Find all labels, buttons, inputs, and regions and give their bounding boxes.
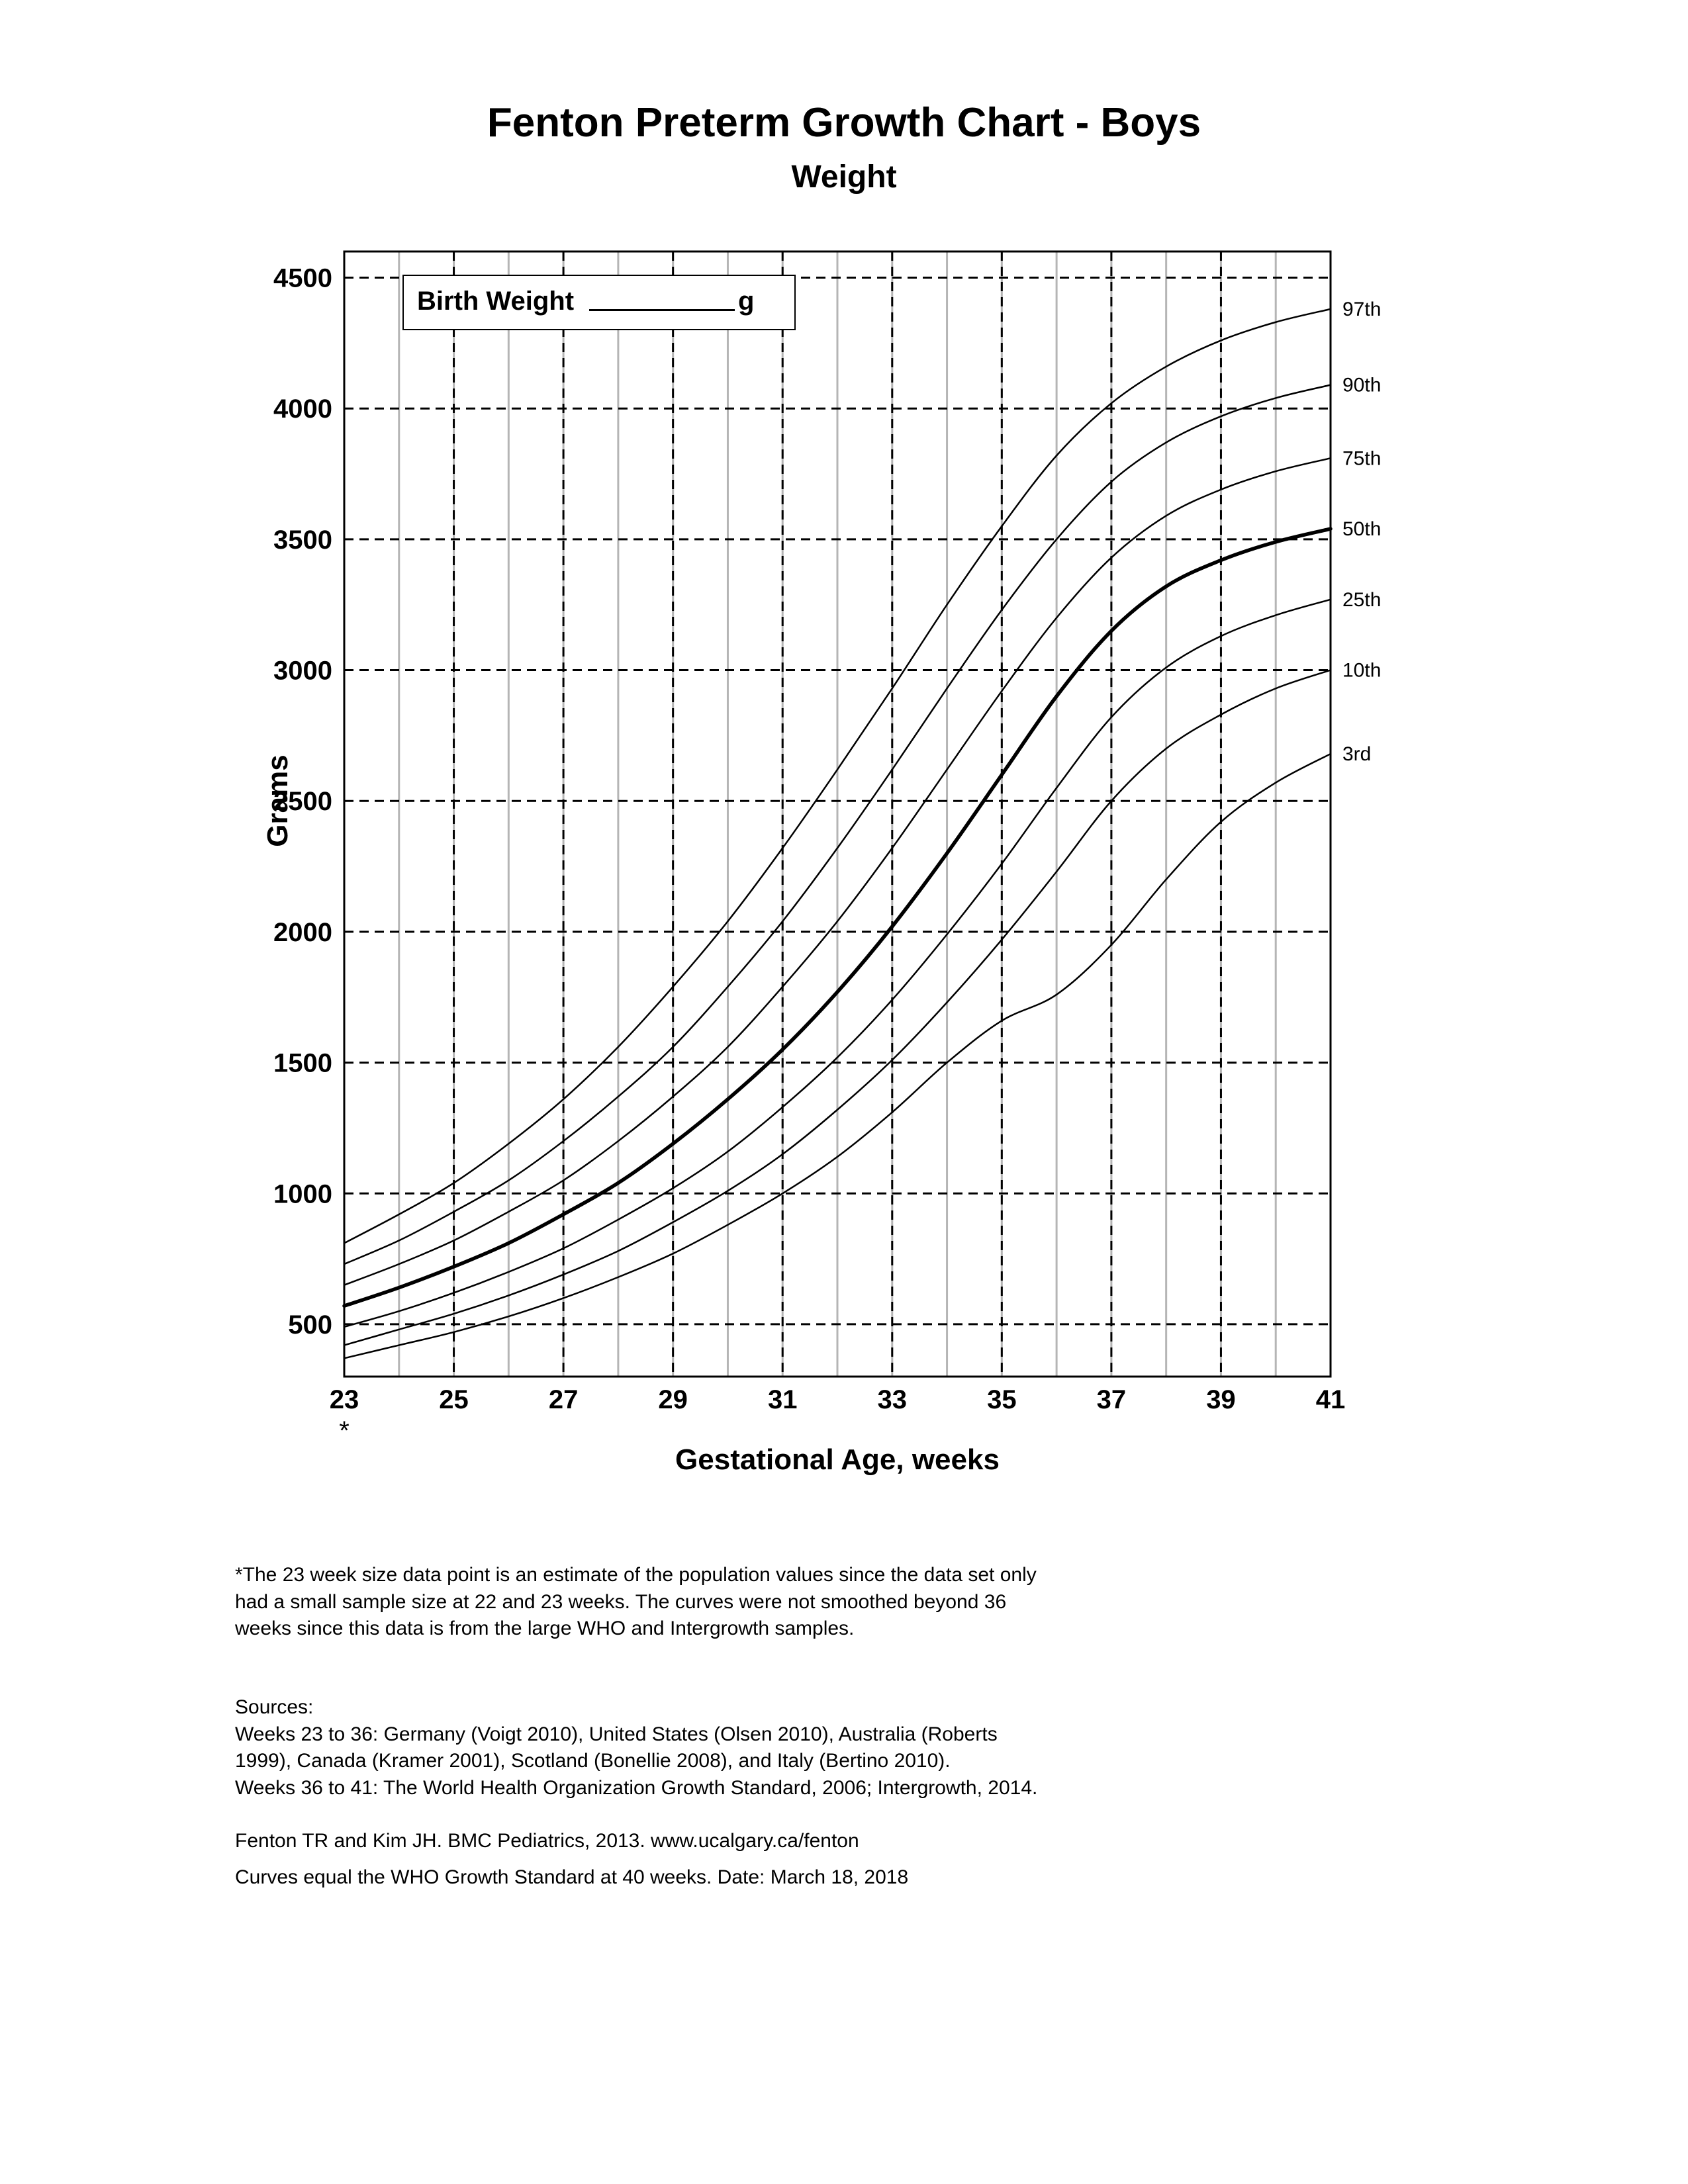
footnote-line: weeks since this data is from the large … [235, 1615, 1466, 1643]
sources-line: Weeks 36 to 41: The World Health Organiz… [235, 1775, 1466, 1802]
sources-line: Weeks 23 to 36: Germany (Voigt 2010), Un… [235, 1721, 1466, 1749]
page-subtitle: Weight [0, 159, 1688, 195]
svg-text:39: 39 [1206, 1385, 1236, 1414]
svg-text:29: 29 [658, 1385, 688, 1414]
svg-text:3000: 3000 [273, 657, 332, 686]
svg-text:3rd: 3rd [1342, 743, 1371, 765]
svg-text:4000: 4000 [273, 394, 332, 424]
growth-chart: Grams 5001000150020002500300035004000450… [235, 225, 1413, 1489]
footnote: *The 23 week size data point is an estim… [235, 1562, 1466, 1643]
sources-line: 1999), Canada (Kramer 2001), Scotland (B… [235, 1748, 1466, 1775]
svg-text:50th: 50th [1342, 518, 1381, 540]
sources: Sources: Weeks 23 to 36: Germany (Voigt … [235, 1694, 1466, 1801]
footnote-line: *The 23 week size data point is an estim… [235, 1562, 1466, 1589]
svg-text:37: 37 [1097, 1385, 1127, 1414]
svg-text:75th: 75th [1342, 447, 1381, 469]
legend-blank-line [589, 309, 735, 311]
curve-date: Curves equal the WHO Growth Standard at … [235, 1866, 1466, 1889]
sources-header: Sources: [235, 1694, 1466, 1721]
svg-text:4500: 4500 [273, 264, 332, 293]
svg-text:25: 25 [439, 1385, 469, 1414]
y-axis-label: Grams [261, 735, 295, 867]
page-title: Fenton Preterm Growth Chart - Boys [0, 99, 1688, 146]
legend-birth-weight-prefix: Birth Weight [417, 287, 574, 316]
svg-text:23: 23 [330, 1385, 359, 1414]
svg-text:1500: 1500 [273, 1049, 332, 1078]
svg-text:*: * [339, 1416, 350, 1445]
svg-text:25th: 25th [1342, 589, 1381, 611]
growth-chart-svg: 5001000150020002500300035004000450023252… [235, 225, 1413, 1489]
svg-text:27: 27 [549, 1385, 579, 1414]
svg-text:2000: 2000 [273, 918, 332, 947]
svg-text:33: 33 [878, 1385, 908, 1414]
svg-text:90th: 90th [1342, 375, 1381, 396]
svg-text:41: 41 [1316, 1385, 1346, 1414]
svg-text:Gestational Age, weeks: Gestational Age, weeks [675, 1443, 1000, 1476]
svg-text:31: 31 [768, 1385, 798, 1414]
svg-text:3500: 3500 [273, 525, 332, 555]
svg-text:97th: 97th [1342, 298, 1381, 320]
citation: Fenton TR and Kim JH. BMC Pediatrics, 20… [235, 1830, 1466, 1852]
legend-birth-weight-suffix: g [738, 287, 754, 316]
svg-text:500: 500 [288, 1310, 332, 1340]
footnote-line: had a small sample size at 22 and 23 wee… [235, 1589, 1466, 1616]
svg-text:10th: 10th [1342, 660, 1381, 682]
svg-text:1000: 1000 [273, 1179, 332, 1208]
legend-box: Birth Weight g [402, 275, 796, 330]
svg-text:35: 35 [987, 1385, 1017, 1414]
